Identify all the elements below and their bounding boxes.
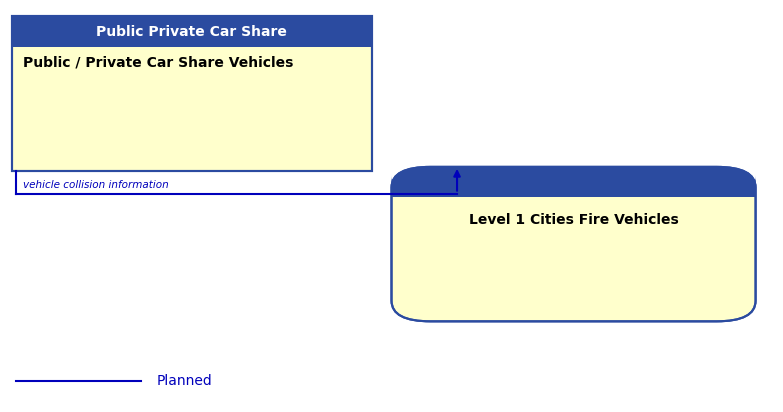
- Bar: [12, 16, 372, 171]
- FancyBboxPatch shape: [392, 167, 756, 197]
- Text: Level 1 Cities Fire Vehicles: Level 1 Cities Fire Vehicles: [469, 213, 678, 227]
- Bar: [12, 16, 372, 171]
- FancyBboxPatch shape: [392, 167, 756, 321]
- Text: Planned: Planned: [157, 374, 212, 388]
- Bar: [12, 16, 372, 47]
- Text: Public / Private Car Share Vehicles: Public / Private Car Share Vehicles: [23, 56, 294, 70]
- Text: vehicle collision information: vehicle collision information: [23, 180, 169, 190]
- Bar: [392, 180, 755, 197]
- Text: Public Private Car Share: Public Private Car Share: [96, 25, 287, 39]
